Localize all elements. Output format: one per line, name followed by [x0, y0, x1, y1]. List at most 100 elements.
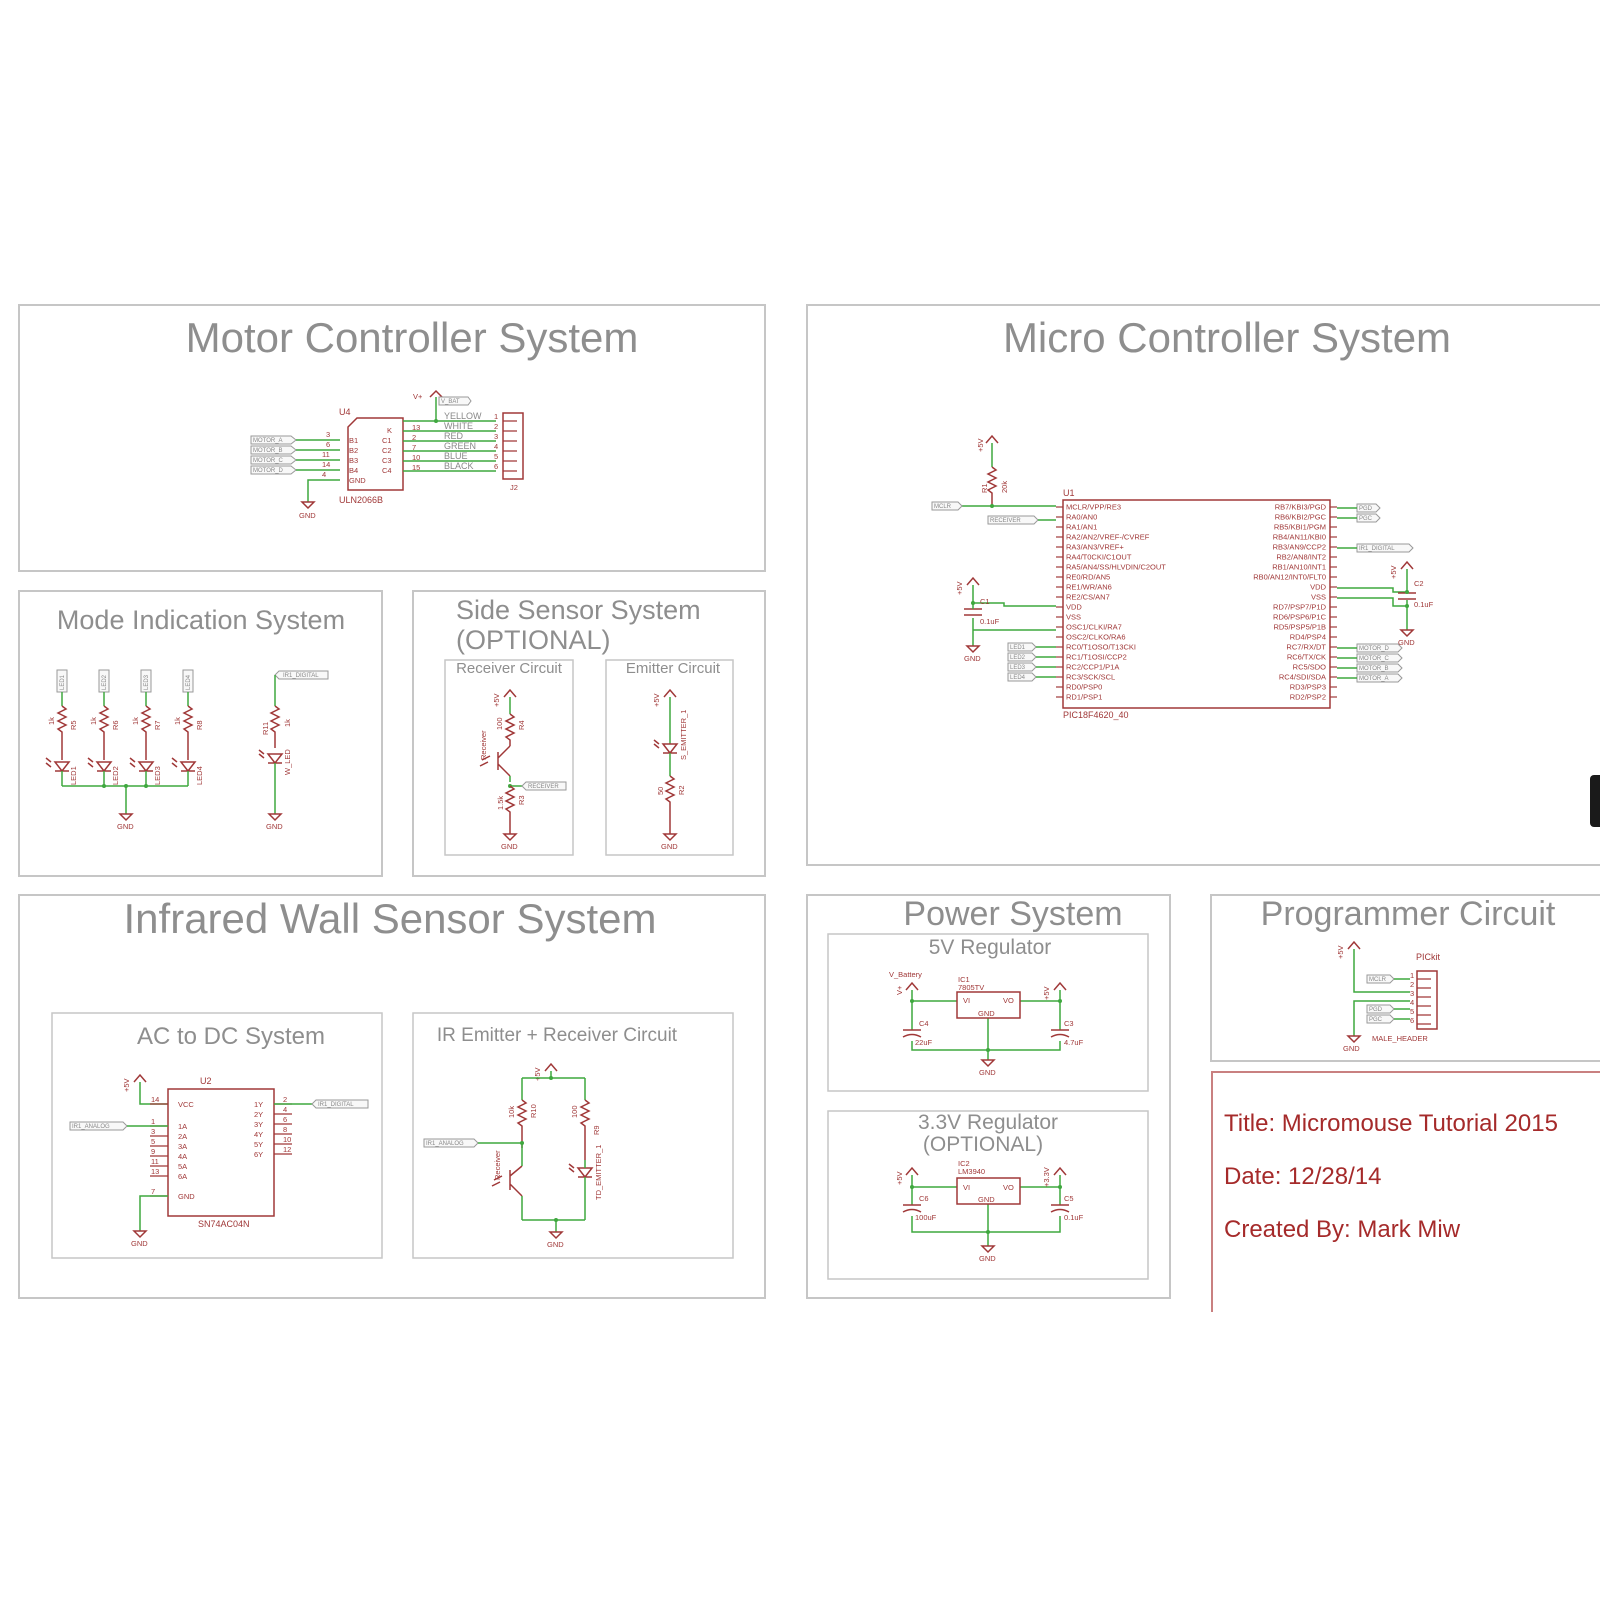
svg-text:6: 6: [283, 1115, 287, 1124]
svg-text:+5V: +5V: [895, 1171, 904, 1185]
svg-text:C6: C6: [919, 1194, 929, 1203]
svg-text:MOTOR_A: MOTOR_A: [1359, 676, 1389, 682]
svg-text:1k: 1k: [89, 717, 98, 725]
svg-text:GND: GND: [978, 1195, 995, 1204]
pic-left-pin-label: RC2/CCP1/P1A: [1066, 663, 1119, 672]
svg-text:MOTOR_D: MOTOR_D: [1359, 646, 1390, 652]
svg-text:V_BAT: V_BAT: [441, 399, 460, 405]
svg-text:12: 12: [283, 1145, 291, 1154]
regulator-5v-title: 5V Regulator: [929, 936, 1052, 959]
svg-text:MCLR: MCLR: [1369, 977, 1387, 983]
pic-right-pin-label: RB7/KBI3/PGD: [1275, 503, 1327, 512]
svg-text:3: 3: [494, 432, 498, 441]
pic-right-pin-label: RB5/KBI1/PGM: [1274, 523, 1326, 532]
svg-text:+5V: +5V: [1389, 565, 1398, 579]
svg-text:6: 6: [494, 462, 498, 471]
svg-text:B1: B1: [349, 436, 358, 445]
svg-text:PGC: PGC: [1359, 516, 1373, 522]
svg-text:R6: R6: [111, 720, 120, 730]
mode-led-branch: LED3 1k R7 LED3: [129, 669, 162, 786]
pic-right-pins: RB7/KBI3/PGDRB6/KBI2/PGCRB5/KBI1/PGMRB4/…: [1253, 503, 1337, 702]
svg-text:+3.3V: +3.3V: [1042, 1167, 1051, 1187]
svg-text:2: 2: [283, 1095, 287, 1104]
svg-text:2A: 2A: [178, 1132, 187, 1141]
svg-text:100: 100: [570, 1105, 579, 1118]
svg-text:PICkit: PICkit: [1416, 952, 1441, 962]
svg-text:MOTOR_C: MOTOR_C: [253, 458, 284, 464]
svg-text:4Y: 4Y: [254, 1130, 263, 1139]
svg-text:GND: GND: [349, 476, 366, 485]
svg-text:GND: GND: [178, 1192, 195, 1201]
svg-text:4: 4: [283, 1105, 287, 1114]
svg-text:LED2: LED2: [111, 766, 120, 785]
svg-text:3: 3: [1410, 989, 1414, 998]
scroll-handle[interactable]: [1590, 775, 1600, 827]
svg-text:LED4: LED4: [186, 674, 192, 690]
svg-text:VI: VI: [963, 996, 970, 1005]
svg-text:20k: 20k: [1000, 481, 1009, 493]
svg-text:IR1_DIGITAL: IR1_DIGITAL: [1359, 546, 1395, 552]
svg-text:B2: B2: [349, 446, 358, 455]
svg-text:3A: 3A: [178, 1142, 187, 1151]
svg-text:GND: GND: [661, 842, 678, 851]
regulator-3v3-title: 3.3V Regulator: [918, 1111, 1058, 1134]
svg-text:K: K: [387, 426, 392, 435]
svg-text:+5V: +5V: [1042, 986, 1051, 1000]
svg-text:IR1_DIGITAL: IR1_DIGITAL: [318, 1102, 354, 1108]
pic-right-pin-label: RD5/PSP5/P1B: [1273, 623, 1326, 632]
svg-text:7: 7: [412, 443, 416, 452]
pic18f4620-chip: [1062, 499, 1331, 709]
svg-text:1k: 1k: [173, 717, 182, 725]
svg-text:GND: GND: [1343, 1044, 1360, 1053]
svg-text:1: 1: [151, 1117, 155, 1126]
connector-j2: [502, 412, 524, 480]
pic-left-pin-label: RE2/CS/AN7: [1066, 593, 1110, 602]
svg-text:8: 8: [283, 1125, 287, 1134]
svg-text:GND: GND: [978, 1009, 995, 1018]
svg-text:B4: B4: [349, 466, 358, 475]
svg-text:100: 100: [495, 717, 504, 730]
svg-text:GREEN: GREEN: [444, 441, 476, 451]
svg-text:V+: V+: [413, 392, 423, 401]
svg-text:9: 9: [151, 1147, 155, 1156]
pic-left-pin-label: RD1/PSP1: [1066, 693, 1102, 702]
pic-right-pin-label: RD2/PSP2: [1290, 693, 1326, 702]
regulator-3v3-optional: (OPTIONAL): [923, 1133, 1043, 1156]
svg-text:C3: C3: [1064, 1019, 1074, 1028]
svg-text:1: 1: [1410, 971, 1414, 980]
side-sensor-frame: [412, 590, 766, 877]
pic-right-pin-label: RD4/PSP4: [1290, 633, 1326, 642]
svg-text:MOTOR_A: MOTOR_A: [253, 438, 283, 444]
svg-text:LED4: LED4: [195, 766, 204, 785]
power-system-frame: [806, 894, 1171, 1299]
receiver-circuit-frame: [444, 659, 574, 856]
svg-text:MOTOR_B: MOTOR_B: [1359, 666, 1389, 672]
mode-indication-title: Mode Indication System: [57, 605, 345, 635]
pic-left-pin-label: RC0/T1OSO/T13CKI: [1066, 643, 1136, 652]
side-sensor-title: Side Sensor System: [456, 595, 701, 625]
programmer-circuit-frame: [1210, 894, 1600, 1062]
svg-text:C1: C1: [980, 597, 990, 606]
pic-left-pin-label: OSC2/CLKO/RA6: [1066, 633, 1126, 642]
svg-text:1Y: 1Y: [254, 1100, 263, 1109]
pic-left-pin-label: RC3/SCK/SCL: [1066, 673, 1115, 682]
svg-text:10k: 10k: [507, 1106, 516, 1118]
svg-text:W_LED: W_LED: [283, 749, 292, 775]
svg-text:C2: C2: [382, 446, 392, 455]
svg-text:6: 6: [326, 440, 330, 449]
pic-right-pin-label: RB6/KBI2/PGC: [1275, 513, 1327, 522]
svg-text:PGC: PGC: [1369, 1017, 1383, 1023]
pic-left-pin-label: OSC1/CLKI/RA7: [1066, 623, 1122, 632]
mode-led-branch: LED1 1k R5 LED1: [45, 669, 78, 786]
svg-text:LED1: LED1: [60, 674, 66, 690]
svg-text:IC1: IC1: [958, 975, 970, 984]
svg-text:TD_EMITTER_1: TD_EMITTER_1: [594, 1145, 603, 1200]
pic-left-pin-label: RA1/AN1: [1066, 523, 1097, 532]
svg-text:+5V: +5V: [533, 1067, 542, 1081]
author-text: Created By: Mark Miw: [1224, 1216, 1461, 1243]
pic-left-pin-label: RA3/AN3/VREF+: [1066, 543, 1124, 552]
ac-to-dc-schematic: +5V U2 SN74AC04N 14 VCC 1 1A 3 2A 5 3A 9 4A 11 5A 13…: [69, 1073, 369, 1248]
emitter-circuit-frame: [605, 659, 734, 856]
svg-text:MOTOR_C: MOTOR_C: [1359, 656, 1390, 662]
svg-text:GND: GND: [1398, 638, 1415, 647]
